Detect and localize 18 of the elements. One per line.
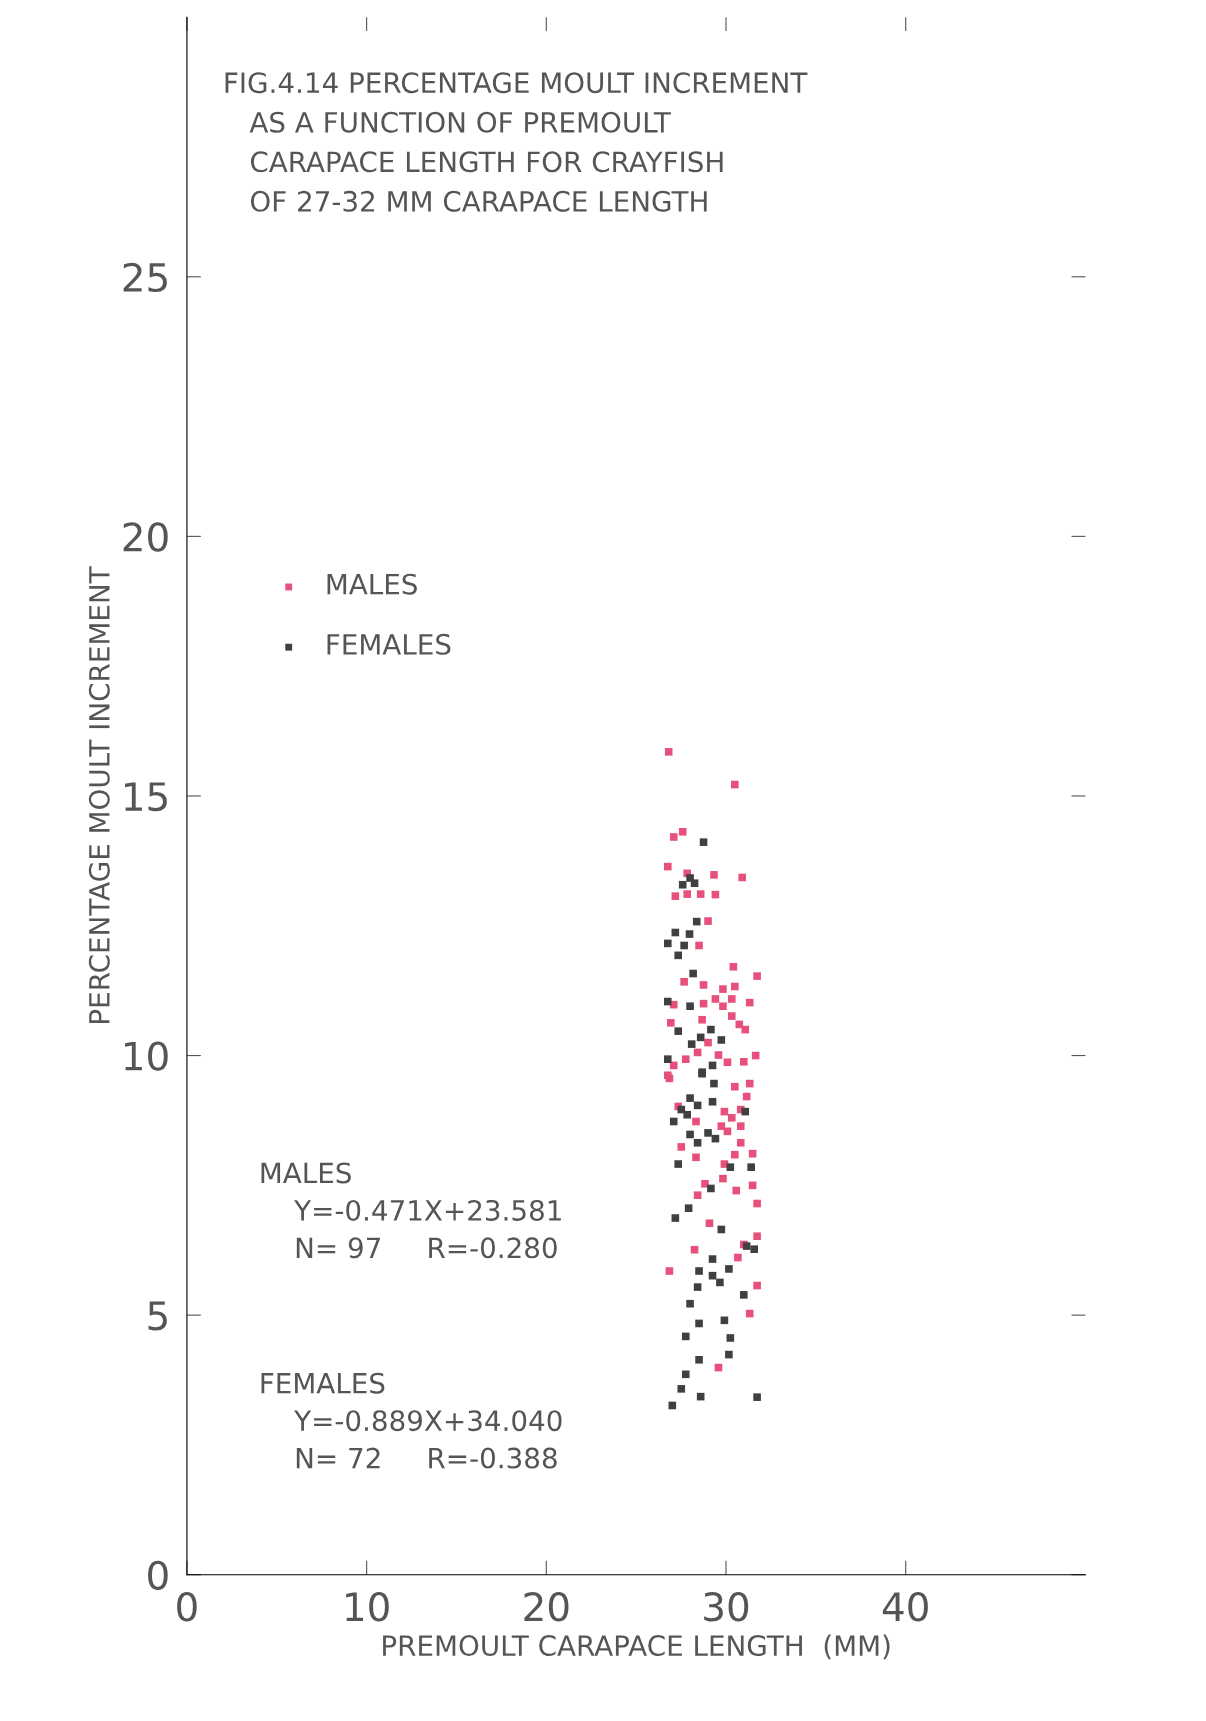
y-tick-label: 10 bbox=[125, 1041, 168, 1071]
text: FIG.4.14 PERCENTAGE MOULT INCREMENT AS A FUNCTION OF PREMOULT CARAPACE LENGTH FOR CRAYFISH OF 27-32 MM CARAPACE LENGTH bbox=[225, 72, 808, 212]
x-tick-label: 40 bbox=[882, 1592, 928, 1622]
y-tick-label: 20 bbox=[123, 522, 168, 552]
y-tick-label: 0 bbox=[148, 1560, 168, 1591]
annotation: FEMALES Y=-0.889X+34.040 N= 72 R=-0.388 bbox=[261, 1372, 562, 1469]
x-tick-label: 0 bbox=[177, 1592, 197, 1622]
x-tick-label: 30 bbox=[704, 1592, 749, 1622]
legend-label: FEMALES bbox=[327, 633, 451, 655]
y-axis-title: PERCENTAGE MOULT INCREMENT bbox=[88, 566, 110, 1023]
y-tick-label: 15 bbox=[125, 782, 167, 812]
x-axis-title: PREMOULT CARAPACE LENGTH (MM) bbox=[383, 1634, 890, 1660]
y-tick-label: 25 bbox=[123, 262, 167, 293]
y-tick-label: 5 bbox=[148, 1301, 167, 1331]
annotation: MALES Y=-0.471X+23.581 N= 97 R=-0.280 bbox=[261, 1162, 561, 1259]
legend-label: MALES bbox=[327, 573, 417, 595]
x-tick-label: 20 bbox=[524, 1592, 569, 1622]
x-tick-label: 10 bbox=[346, 1592, 389, 1622]
